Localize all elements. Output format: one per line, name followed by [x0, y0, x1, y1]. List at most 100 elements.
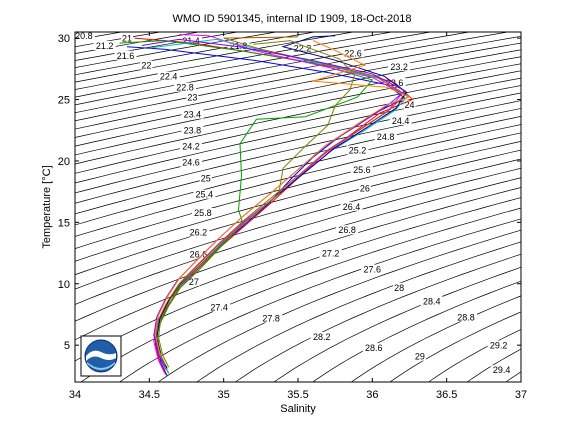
isopycnal-line	[75, 32, 394, 90]
isopycnal-label-bg	[121, 33, 133, 43]
profile-line	[154, 36, 406, 370]
isopycnal-label-bg	[157, 71, 180, 81]
profile-line	[126, 46, 406, 377]
plot-frame	[74, 31, 522, 383]
isopycnal-label: 28	[394, 283, 404, 293]
isopycnal-line	[75, 158, 521, 290]
isopycnal-label-bg	[180, 157, 202, 167]
isopycnal-label-bg	[361, 264, 384, 274]
x-tick-label: 37	[515, 389, 527, 401]
isopycnal-label: 24.8	[377, 132, 395, 142]
isopycnal-label: 22	[141, 61, 151, 71]
isopycnal-label-bg	[187, 227, 210, 237]
isopycnal-label-bg	[193, 189, 216, 199]
isopycnal-label: 28.4	[423, 296, 441, 306]
profile-line	[157, 40, 356, 368]
y-tick-label: 25	[58, 95, 70, 107]
isopycnal-label-bg	[350, 165, 373, 174]
isopycnal-label: 25.2	[349, 145, 367, 155]
isopycnal-label: 24	[404, 100, 414, 110]
isopycnal-label: 29.2	[490, 341, 508, 351]
isopycnal-label: 25.8	[194, 208, 212, 218]
isopycnal-label: 26.2	[190, 228, 208, 238]
isopycnal-line	[75, 124, 521, 237]
isopycnal-line	[389, 311, 521, 382]
isopycnal-line	[0, 20, 40, 395]
profile-line	[154, 40, 411, 366]
isopycnal-line	[75, 42, 521, 130]
isopycnal-label-bg	[342, 48, 364, 58]
isopycnal-label: 23.2	[390, 62, 408, 72]
isopycnal-line	[0, 20, 1, 395]
isopycnal-label: 26.4	[343, 202, 361, 212]
isopycnal-label-bg	[187, 249, 210, 259]
isopycnal-label-bg	[180, 141, 202, 151]
isopycnal-label-bg	[336, 225, 359, 235]
profile-series	[119, 34, 414, 377]
isopycnal-label-bg	[403, 99, 416, 109]
isopycnal-line	[75, 32, 510, 114]
x-tick-label: 35.5	[287, 389, 308, 401]
isopycnal-label-bg	[181, 125, 204, 135]
x-tick-label: 35	[218, 389, 230, 401]
isopycnal-label-bg	[374, 131, 397, 141]
chart-title: WMO ID 5901345, internal ID 1909, 18-Oct…	[172, 13, 411, 25]
isopycnal-label-bg	[181, 109, 204, 119]
isopycnal-label: 21	[122, 34, 132, 44]
isopycnal-label: 27.8	[262, 314, 280, 324]
isopycnal-label: 28.8	[457, 312, 475, 322]
isopycnal-line	[75, 77, 521, 174]
isopycnal-line	[75, 35, 521, 122]
isopycnal-line	[567, 20, 576, 395]
isopycnal-label: 22.4	[160, 72, 178, 82]
isopycnal-line	[75, 49, 521, 138]
isopycnal-label: 27	[189, 277, 199, 287]
isopycnal-line	[75, 177, 521, 322]
isopycnal-label: 27.2	[322, 249, 340, 259]
isopycnal-label-bg	[346, 145, 369, 155]
isopycnal-line	[75, 108, 521, 215]
isopycnal-label: 22.2	[294, 43, 312, 53]
isopycnal-label-bg	[191, 208, 214, 217]
noaa-logo	[80, 335, 122, 377]
isopycnal-label-bg	[260, 313, 283, 323]
isopycnal-label-bg	[114, 50, 137, 60]
isopycnal-label-bg	[199, 173, 212, 183]
isopycnal-label-bg	[388, 61, 411, 71]
isopycnal-line	[119, 218, 521, 382]
isopycnal-label: 27.6	[364, 265, 382, 275]
isopycnal-label: 26	[360, 183, 370, 193]
isopycnal-label: 21.2	[96, 41, 114, 51]
isopycnal-line	[75, 187, 521, 341]
isopycnal-line	[350, 295, 521, 382]
isopycnal-label-bg	[187, 276, 200, 286]
isopycnal-line	[528, 20, 576, 395]
isopycnal-line	[80, 207, 521, 382]
y-axis-ticks: 5 10 15 20 25 30	[58, 33, 521, 352]
isopycnal-label-bg	[487, 340, 510, 350]
x-tick-label: 36	[366, 389, 378, 401]
isopycnal-line	[312, 280, 521, 382]
isopycnal-label-bg	[75, 32, 95, 41]
isopycnal-label-bg	[186, 92, 199, 102]
isopycnal-label-bg	[420, 296, 443, 306]
isopycnal-line	[75, 70, 521, 165]
isopycnal-line	[0, 20, 79, 395]
y-tick-label: 5	[64, 340, 70, 352]
isopycnal-label: 24.6	[182, 158, 200, 168]
isopycnal-line	[75, 149, 521, 276]
isopycnal-label: 26.8	[338, 225, 356, 235]
x-tick-label: 34	[69, 389, 81, 401]
x-tick-label: 34.5	[139, 389, 160, 401]
isopycnal-label-bg	[362, 343, 385, 353]
isopycnal-label: 29	[415, 352, 425, 362]
isopycnal-line	[75, 197, 521, 362]
isopycnal-label: 27.4	[210, 303, 228, 313]
isopycnal-label-bg	[389, 115, 412, 125]
isopycnal-label: 23.4	[184, 110, 202, 120]
isopycnal-line	[273, 266, 521, 382]
y-tick-label: 15	[58, 217, 70, 229]
isopycnal-label: 24.2	[182, 142, 200, 152]
